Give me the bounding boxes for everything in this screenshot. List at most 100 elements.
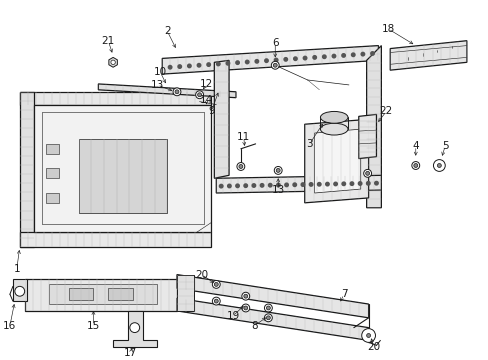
Polygon shape — [177, 275, 193, 311]
Polygon shape — [20, 92, 211, 104]
Text: 8: 8 — [251, 321, 257, 331]
Circle shape — [341, 53, 346, 58]
Polygon shape — [20, 92, 35, 247]
Text: 11: 11 — [237, 132, 250, 142]
Polygon shape — [20, 232, 211, 247]
Circle shape — [357, 181, 362, 186]
Text: 9: 9 — [207, 107, 214, 116]
Circle shape — [432, 159, 445, 171]
Polygon shape — [216, 175, 381, 193]
Circle shape — [275, 183, 280, 188]
Circle shape — [271, 61, 279, 69]
Text: 2: 2 — [163, 26, 170, 36]
Text: 12: 12 — [200, 79, 213, 89]
Text: 20: 20 — [195, 270, 208, 280]
Circle shape — [195, 91, 203, 99]
Circle shape — [284, 183, 288, 187]
Circle shape — [215, 62, 220, 66]
Circle shape — [225, 61, 230, 66]
Circle shape — [264, 314, 272, 322]
Circle shape — [214, 283, 218, 286]
Polygon shape — [109, 57, 117, 67]
Circle shape — [196, 63, 201, 68]
Circle shape — [283, 57, 287, 62]
Polygon shape — [162, 46, 378, 74]
Circle shape — [365, 181, 370, 186]
Polygon shape — [24, 279, 177, 311]
Circle shape — [308, 182, 313, 187]
Polygon shape — [216, 175, 381, 193]
Circle shape — [434, 162, 443, 170]
Text: 10: 10 — [153, 67, 166, 77]
Circle shape — [264, 304, 272, 312]
Circle shape — [244, 59, 249, 64]
Circle shape — [237, 163, 244, 170]
Circle shape — [235, 183, 240, 188]
Text: 17: 17 — [124, 348, 137, 358]
Circle shape — [259, 183, 264, 188]
Circle shape — [302, 55, 307, 60]
Polygon shape — [46, 168, 59, 178]
Circle shape — [363, 170, 371, 177]
Polygon shape — [79, 139, 167, 213]
Circle shape — [321, 54, 326, 59]
Circle shape — [197, 93, 201, 97]
Circle shape — [242, 304, 249, 312]
Circle shape — [173, 88, 181, 96]
Text: 21: 21 — [102, 36, 115, 46]
Circle shape — [15, 286, 24, 296]
Text: 1: 1 — [14, 264, 20, 274]
Circle shape — [300, 182, 305, 187]
Circle shape — [350, 52, 355, 57]
Circle shape — [364, 332, 372, 339]
Circle shape — [235, 60, 240, 65]
Polygon shape — [13, 279, 26, 301]
Circle shape — [436, 163, 440, 167]
Polygon shape — [214, 60, 228, 178]
Polygon shape — [162, 46, 378, 74]
Polygon shape — [177, 298, 368, 341]
Polygon shape — [20, 92, 211, 104]
Polygon shape — [314, 129, 360, 193]
Circle shape — [373, 181, 378, 186]
Circle shape — [214, 299, 218, 303]
Circle shape — [243, 183, 248, 188]
Text: 13: 13 — [150, 80, 163, 90]
Circle shape — [266, 316, 270, 320]
Polygon shape — [49, 284, 157, 304]
Polygon shape — [79, 139, 167, 213]
Circle shape — [411, 162, 419, 170]
Text: 19: 19 — [226, 311, 239, 321]
Circle shape — [292, 182, 297, 187]
Text: 7: 7 — [340, 289, 346, 299]
Circle shape — [341, 181, 346, 186]
Text: 22: 22 — [379, 107, 392, 116]
Polygon shape — [366, 46, 381, 208]
Circle shape — [206, 62, 211, 67]
Polygon shape — [358, 114, 376, 159]
Polygon shape — [113, 311, 157, 347]
Polygon shape — [35, 104, 211, 232]
Ellipse shape — [320, 112, 347, 123]
Ellipse shape — [320, 123, 347, 135]
Text: 13: 13 — [271, 185, 284, 195]
Circle shape — [365, 171, 369, 175]
Circle shape — [186, 63, 191, 68]
Polygon shape — [358, 114, 376, 159]
Polygon shape — [389, 41, 466, 70]
Text: 20: 20 — [366, 342, 379, 352]
Polygon shape — [46, 193, 59, 203]
Polygon shape — [304, 119, 368, 203]
Polygon shape — [69, 288, 93, 300]
Circle shape — [254, 59, 259, 64]
Circle shape — [226, 184, 231, 188]
Circle shape — [251, 183, 256, 188]
Text: 5: 5 — [441, 141, 447, 151]
Circle shape — [312, 55, 317, 60]
Text: 4: 4 — [411, 141, 418, 151]
Circle shape — [129, 323, 140, 333]
Circle shape — [325, 182, 329, 186]
Circle shape — [274, 166, 282, 174]
Circle shape — [242, 292, 249, 300]
Polygon shape — [177, 275, 368, 318]
